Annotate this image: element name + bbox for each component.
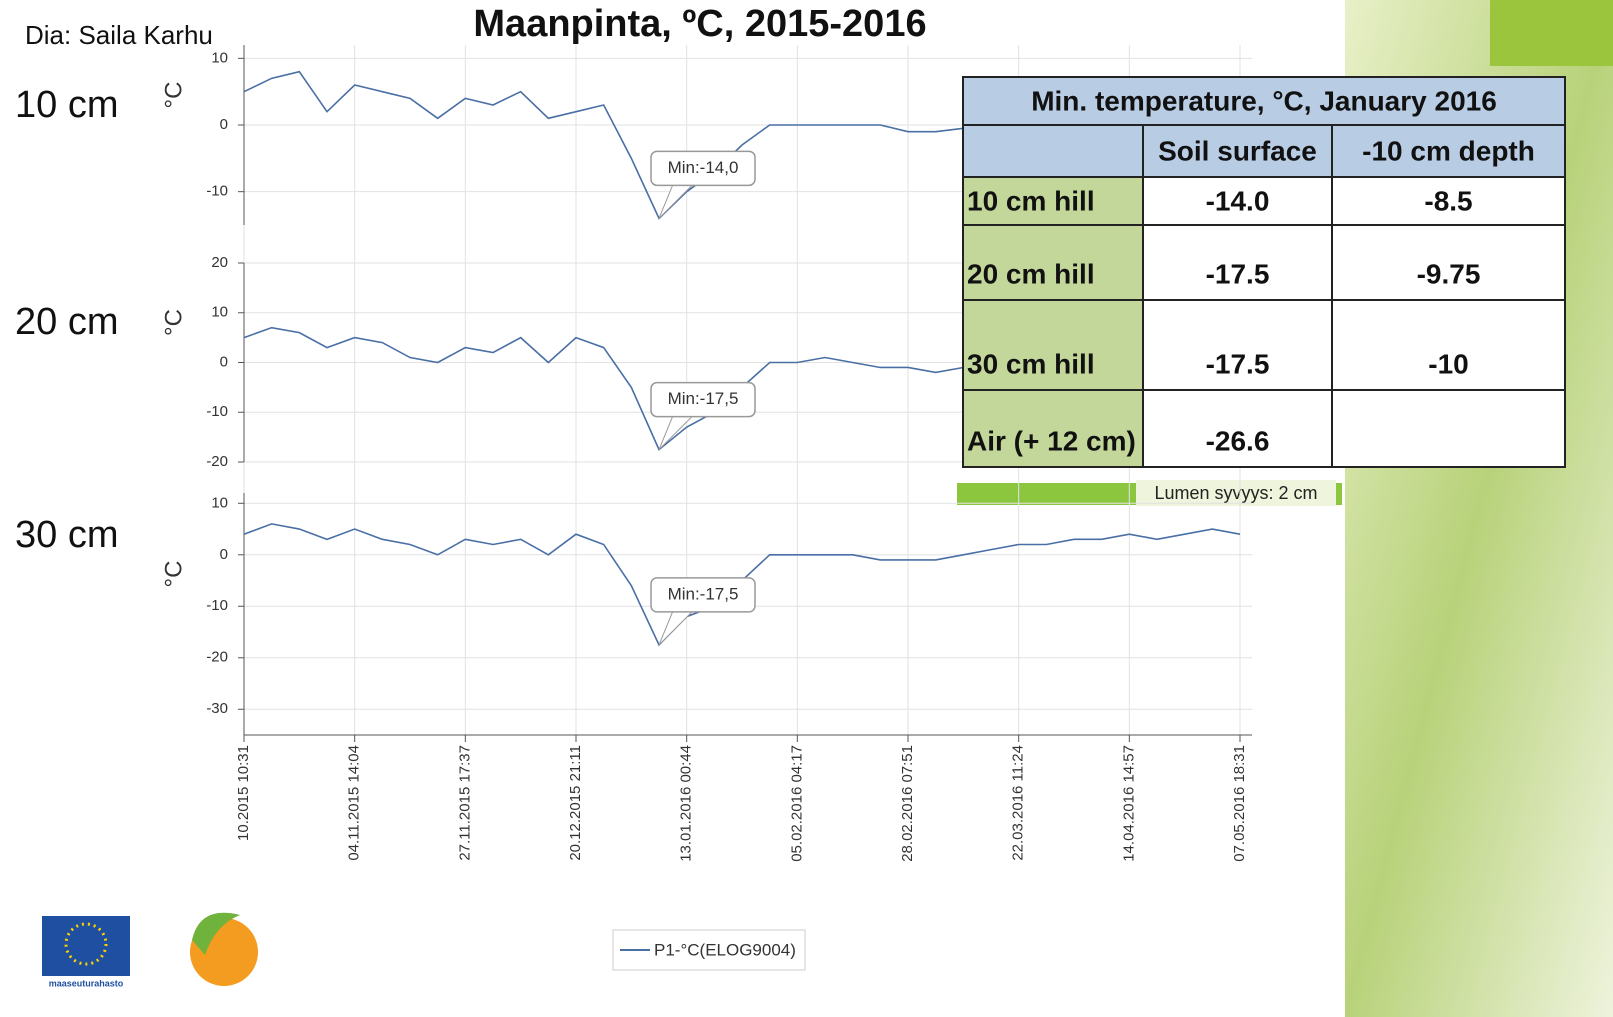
- cell-bg: [1142, 389, 1333, 468]
- table-title-bg: [962, 76, 1566, 126]
- callout: [650, 577, 756, 613]
- cell-value: -17.5: [1206, 258, 1270, 289]
- cell-value: -10: [1428, 348, 1468, 379]
- row-header: 30 cm hill: [967, 348, 1095, 379]
- row-label: 20 cm: [15, 301, 118, 343]
- cell-value: -26.6: [1206, 425, 1270, 456]
- table-title: Min. temperature, °C, January 2016: [1031, 85, 1497, 116]
- x-tick-label: 14.04.2016 14:57: [1120, 745, 1137, 862]
- y-tick-label: 0: [220, 353, 228, 370]
- x-tick-label: 05.02.2016 04:17: [788, 745, 805, 862]
- y-tick-label: -10: [206, 403, 228, 420]
- y-tick-label: -30: [206, 700, 228, 717]
- cell-bg: [962, 389, 1144, 468]
- cell-value: -8.5: [1424, 185, 1472, 216]
- row-header: 20 cm hill: [967, 258, 1095, 289]
- series-line: [243, 326, 964, 451]
- cell-bg: [1142, 224, 1333, 301]
- cell-value: -9.75: [1417, 258, 1481, 289]
- cell-bg: [1331, 224, 1566, 301]
- title: Maanpinta, ºC, 2015-2016: [473, 3, 926, 45]
- eu-stars: [64, 922, 108, 966]
- y-tick-label: -10: [206, 597, 228, 614]
- cell-value: -14.0: [1206, 185, 1270, 216]
- y-axis-label: °C: [160, 561, 187, 588]
- note: Lumen syvyys: 2 cm: [1154, 483, 1317, 503]
- x-tick-label: 07.05.2016 18:31: [1231, 745, 1248, 862]
- legend-label: P1-°C(ELOG9004): [654, 940, 796, 959]
- logo-text: maaseuturahasto: [49, 978, 124, 988]
- y-tick-label: 10: [211, 304, 228, 321]
- cell-bg: [1331, 389, 1566, 468]
- note-box: [1136, 480, 1336, 506]
- y-axis-label: °C: [160, 82, 187, 109]
- row-label: 30 cm: [15, 514, 118, 556]
- x-tick-label: 22.03.2016 11:24: [1010, 745, 1027, 861]
- callout: [650, 381, 756, 418]
- y-tick-label: 0: [220, 116, 228, 133]
- x-tick-label: 27.11.2015 17:37: [456, 745, 473, 861]
- decor: [1490, 0, 1613, 66]
- row-header: 10 cm hill: [967, 185, 1095, 216]
- cell-bg: [962, 299, 1144, 391]
- y-tick-label: 10: [211, 49, 228, 66]
- eu-logo: [42, 916, 130, 976]
- leaf-logo: [192, 912, 240, 955]
- x-tick-label: 20.12.2015 21:11: [567, 745, 584, 861]
- cell-bg: [1142, 176, 1333, 226]
- x-tick-label: 13.01.2016 00:44: [678, 745, 695, 862]
- series-line: [243, 70, 964, 220]
- callout: [650, 150, 756, 187]
- y-tick-label: 20: [211, 254, 228, 271]
- x-tick-label: 04.11.2015 14:04: [346, 745, 363, 861]
- cell-bg: [1331, 299, 1566, 391]
- y-axis-label: °C: [160, 309, 187, 336]
- annotation: Min:-17,5: [668, 389, 739, 408]
- y-tick-label: -20: [206, 453, 228, 470]
- y-tick-label: 10: [211, 494, 228, 511]
- annotation: Min:-14,0: [668, 158, 739, 177]
- y-tick-label: -20: [206, 649, 228, 666]
- credit: Dia: Saila Karhu: [25, 20, 213, 50]
- column-header: Soil surface: [1158, 135, 1317, 166]
- annotation: Min:-17,5: [668, 584, 739, 603]
- row-label: 10 cm: [15, 84, 118, 126]
- row-header: Air (+ 12 cm): [967, 425, 1136, 456]
- y-tick-label: -10: [206, 183, 228, 200]
- cell-bg: [1331, 176, 1566, 226]
- y-tick-label: 0: [220, 546, 228, 563]
- x-tick-label: 28.02.2016 07:51: [899, 745, 916, 862]
- column-header: -10 cm depth: [1362, 135, 1535, 166]
- cell-value: -17.5: [1206, 348, 1270, 379]
- x-tick-label: 10.2015 10:31: [235, 745, 252, 841]
